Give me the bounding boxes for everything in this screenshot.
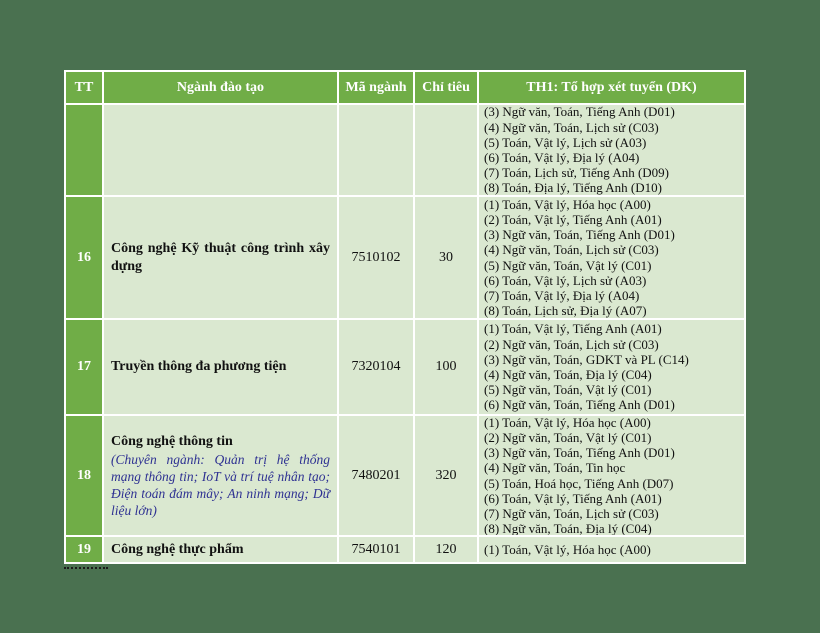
major-name: Công nghệ Kỹ thuật công trình xây dựng <box>111 240 330 274</box>
combination-line: (4) Ngữ văn, Toán, Địa lý (C04) <box>484 367 652 382</box>
quota-cell: 120 <box>415 537 477 562</box>
major-name-cell: Truyền thông đa phương tiện <box>104 320 337 414</box>
major-name: Công nghệ thực phẩm <box>111 541 244 557</box>
major-code-cell: 7510102 <box>339 197 413 318</box>
combination-line: (8) Toán, Địa lý, Tiếng Anh (D10) <box>484 180 662 195</box>
combination-line: (1) Toán, Vật lý, Hóa học (A00) <box>484 416 651 430</box>
major-code-cell: 7480201 <box>339 416 413 535</box>
combination-line: (8) Ngữ văn, Toán, Địa lý (C04) <box>484 521 652 535</box>
combination-line: (6) Toán, Vật lý, Tiếng Anh (A01) <box>484 490 662 506</box>
combination-line: (4) Ngữ văn, Toán, Lịch sử (C03) <box>484 242 659 258</box>
combination-line: (2) Toán, Vật lý, Tiếng Anh (A01) <box>484 211 662 227</box>
table-row: 18 Công nghệ thông tin (Chuyên ngành: Qu… <box>66 416 744 535</box>
header-cell-tt: TT <box>66 72 102 103</box>
quota-cell: 320 <box>415 416 477 535</box>
header-cell-code: Mã ngành <box>339 72 413 103</box>
tt-cell: 19 <box>66 537 102 562</box>
combinations-cell: (3) Ngữ văn, Toán, Tiếng Anh (D01) (4) N… <box>479 105 744 195</box>
combination-line: (1) Toán, Vật lý, Hóa học (A00) <box>484 197 651 212</box>
major-name-cell: Công nghệ thực phẩm <box>104 537 337 562</box>
table-row: 19 Công nghệ thực phẩm 7540101 120 (1) T… <box>66 537 744 562</box>
table-row: 16 Công nghệ Kỹ thuật công trình xây dựn… <box>66 197 744 318</box>
combination-line: (3) Ngữ văn, Toán, Tiếng Anh (D01) <box>484 105 675 120</box>
table-row: (3) Ngữ văn, Toán, Tiếng Anh (D01) (4) N… <box>66 105 744 195</box>
combination-line: (6) Toán, Vật lý, Địa lý (A04) <box>484 150 640 165</box>
major-name-cell <box>104 105 337 195</box>
combination-line: (1) Toán, Vật lý, Tiếng Anh (A01) <box>484 321 662 337</box>
combination-line: (3) Ngữ văn, Toán, Tiếng Anh (D01) <box>484 227 675 243</box>
major-code-cell: 7540101 <box>339 537 413 562</box>
combination-line: (2) Ngữ văn, Toán, Lịch sử (C03) <box>484 336 659 352</box>
combination-line: (5) Ngữ văn, Toán, Vật lý (C01) <box>484 382 652 398</box>
major-code-cell <box>339 105 413 195</box>
combination-line: (8) Toán, Lịch sử, Địa lý (A07) <box>484 303 647 318</box>
header-cell-combinations: TH1: Tổ hợp xét tuyển (DK) <box>479 72 744 103</box>
combination-line: (2) Ngữ văn, Toán, Vật lý (C01) <box>484 429 652 445</box>
combinations-cell: (1) Toán, Vật lý, Hóa học (A00) (2) Toán… <box>479 197 744 318</box>
combination-line: (6) Ngữ văn, Toán, Tiếng Anh (D01) <box>484 397 675 413</box>
combination-line: (3) Ngữ văn, Toán, GDKT và PL (C14) <box>484 351 689 367</box>
tt-cell: 16 <box>66 197 102 318</box>
major-name-cell: Công nghệ thông tin (Chuyên ngành: Quản … <box>104 416 337 535</box>
combinations-cell: (1) Toán, Vật lý, Hóa học (A00) (2) Ngữ … <box>479 416 744 535</box>
quota-cell <box>415 105 477 195</box>
header-cell-quota: Chỉ tiêu <box>415 72 477 103</box>
page-break-dashes <box>64 567 108 569</box>
major-name-cell: Công nghệ Kỹ thuật công trình xây dựng <box>104 197 337 318</box>
tt-cell: 17 <box>66 320 102 414</box>
major-subtitle: (Chuyên ngành: Quản trị hệ thống mạng th… <box>111 451 330 518</box>
header-cell-major: Ngành đào tạo <box>104 72 337 103</box>
quota-cell: 100 <box>415 320 477 414</box>
table-row: 17 Truyền thông đa phương tiện 7320104 1… <box>66 320 744 414</box>
major-name: Truyền thông đa phương tiện <box>111 359 287 374</box>
quota-cell: 30 <box>415 197 477 318</box>
combination-line: (7) Toán, Vật lý, Địa lý (A04) <box>484 287 640 303</box>
combination-line: (5) Toán, Hoá học, Tiếng Anh (D07) <box>484 475 674 491</box>
combinations-cell: (1) Toán, Vật lý, Tiếng Anh (A01) (2) Ng… <box>479 320 744 414</box>
combinations-cell: (1) Toán, Vật lý, Hóa học (A00) <box>479 537 744 562</box>
major-name: Công nghệ thông tin <box>111 433 233 449</box>
major-code-cell: 7320104 <box>339 320 413 414</box>
combination-line: (3) Ngữ văn, Toán, Tiếng Anh (D01) <box>484 445 675 461</box>
admissions-table: TT Ngành đào tạo Mã ngành Chỉ tiêu TH1: … <box>64 70 746 564</box>
combination-line: (6) Toán, Vật lý, Lịch sử (A03) <box>484 272 647 288</box>
table-header-row: TT Ngành đào tạo Mã ngành Chỉ tiêu TH1: … <box>66 72 744 103</box>
combination-line: (1) Toán, Vật lý, Hóa học (A00) <box>484 541 651 557</box>
combination-line: (7) Ngữ văn, Toán, Lịch sử (C03) <box>484 505 659 521</box>
combination-line: (5) Toán, Vật lý, Lịch sử (A03) <box>484 134 647 150</box>
combination-line: (7) Toán, Lịch sử, Tiếng Anh (D09) <box>484 165 670 181</box>
combination-line: (4) Ngữ văn, Toán, Tin học <box>484 460 626 476</box>
combination-line: (5) Ngữ văn, Toán, Vật lý (C01) <box>484 257 652 273</box>
tt-cell: 18 <box>66 416 102 535</box>
tt-cell <box>66 105 102 195</box>
combination-line: (4) Ngữ văn, Toán, Lịch sử (C03) <box>484 119 659 135</box>
